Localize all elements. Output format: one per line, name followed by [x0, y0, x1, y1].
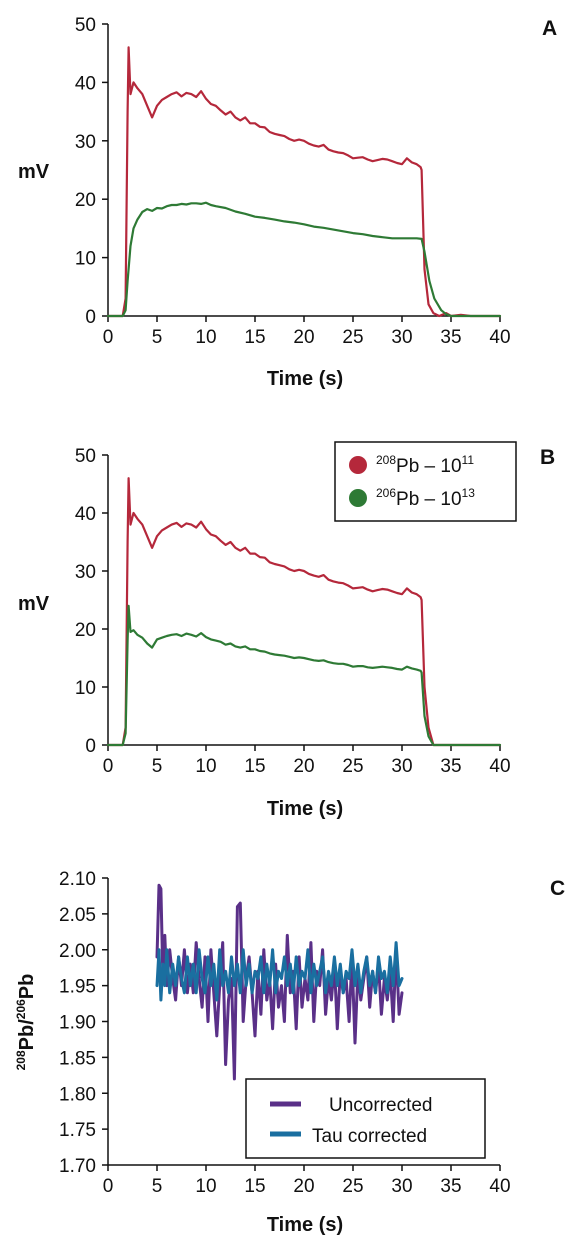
legend-pb206-mass: 206 — [376, 486, 396, 500]
y-tick-label: 20 — [75, 620, 96, 641]
y-tick-label: 40 — [75, 73, 96, 94]
legend-label-pb208: 208Pb – 1011 — [376, 453, 474, 477]
panel-a-letter: A — [542, 17, 557, 40]
x-tick-label: 25 — [342, 1176, 363, 1197]
y-tick-label: 2.00 — [59, 941, 96, 962]
x-tick-label: 35 — [440, 327, 461, 348]
panel-a: A mV Time (s) 0 5 10 15 20 25 30 35 40 0 10 20 30 40 5… — [18, 15, 557, 390]
x-tick-label: 40 — [489, 756, 510, 777]
x-tick-label: 0 — [103, 327, 114, 348]
x-tick-label: 30 — [391, 1176, 412, 1197]
panel-b-axes: 0 5 10 15 20 25 30 35 40 0 10 20 30 40 50 — [75, 446, 511, 777]
legend-pb208-element: Pb – 10 — [396, 456, 462, 477]
series-line-pb206 — [106, 201, 502, 318]
panel-a-series — [106, 46, 502, 318]
x-tick-label: 15 — [244, 327, 265, 348]
x-tick-label: 30 — [391, 756, 412, 777]
panel-b-letter: B — [540, 446, 555, 469]
panel-a-ylabel: mV — [18, 161, 50, 183]
panel-c-series — [155, 883, 404, 1081]
y-tick-label: 1.90 — [59, 1013, 96, 1034]
y-tick-label: 30 — [75, 132, 96, 153]
panel-b-legend: 208Pb – 1011 206Pb – 1013 — [334, 441, 517, 522]
panel-b-series — [106, 477, 502, 747]
series-line-pb208 — [106, 46, 502, 318]
y-tick-label: 0 — [85, 307, 96, 328]
y-tick-label: 40 — [75, 504, 96, 525]
y-tick-label: 1.75 — [59, 1120, 96, 1141]
y-tick-label: 10 — [75, 249, 96, 270]
y-tick-label: 1.85 — [59, 1048, 96, 1069]
legend-label-uncorrected: Uncorrected — [329, 1095, 433, 1116]
x-tick-label: 0 — [103, 756, 114, 777]
series-line-tau_corrected — [155, 941, 404, 1002]
x-tick-label: 5 — [152, 756, 163, 777]
x-tick-label: 30 — [391, 327, 412, 348]
x-tick-label: 10 — [195, 756, 216, 777]
panel-c: C 208Pb/206Pb Time (s) 0 5 10 15 20 25 30 35 40 1… — [14, 869, 565, 1236]
legend-pb206-element: Pb – 10 — [396, 489, 462, 510]
x-tick-label: 10 — [195, 327, 216, 348]
panel-b-legend-box — [334, 441, 517, 522]
y-tick-label: 50 — [75, 15, 96, 36]
legend-pb208-mass: 208 — [376, 453, 396, 467]
y-tick-label: 1.80 — [59, 1084, 96, 1105]
x-tick-label: 40 — [489, 1176, 510, 1197]
panel-c-ylabel-sup2: 206 — [14, 999, 28, 1019]
x-tick-label: 15 — [244, 756, 265, 777]
panel-b-xlabel: Time (s) — [267, 798, 343, 820]
x-tick-label: 40 — [489, 327, 510, 348]
panel-c-xlabel: Time (s) — [267, 1214, 343, 1236]
x-tick-label: 5 — [152, 1176, 163, 1197]
x-tick-label: 25 — [342, 756, 363, 777]
panel-c-axes: 0 5 10 15 20 25 30 35 40 1.70 1.75 1.80 1.85 1.90 1.95… — [59, 869, 511, 1197]
panel-c-legend-box — [245, 1078, 486, 1159]
x-tick-label: 20 — [293, 756, 314, 777]
legend-marker-pb206 — [349, 489, 367, 507]
y-tick-label: 1.70 — [59, 1156, 96, 1177]
x-tick-label: 0 — [103, 1176, 114, 1197]
x-tick-label: 20 — [293, 1176, 314, 1197]
panel-a-axes: 0 5 10 15 20 25 30 35 40 0 10 20 30 40 50 — [75, 15, 511, 348]
x-tick-label: 15 — [244, 1176, 265, 1197]
legend-pb208-exp: 11 — [462, 453, 475, 467]
x-tick-label: 25 — [342, 327, 363, 348]
panel-a-xlabel: Time (s) — [267, 368, 343, 390]
y-tick-label: 50 — [75, 446, 96, 467]
panel-c-ylabel-end: Pb — [16, 974, 38, 1000]
panel-c-letter: C — [550, 877, 565, 900]
legend-pb206-exp: 13 — [462, 486, 476, 500]
x-tick-label: 35 — [440, 1176, 461, 1197]
y-tick-label: 30 — [75, 562, 96, 583]
legend-label-pb206: 206Pb – 1013 — [376, 486, 475, 510]
x-tick-label: 5 — [152, 327, 163, 348]
panel-c-legend: Uncorrected Tau corrected — [245, 1078, 486, 1159]
y-tick-label: 2.05 — [59, 905, 96, 926]
y-tick-label: 1.95 — [59, 977, 96, 998]
y-tick-label: 20 — [75, 190, 96, 211]
panel-c-ylabel-sup1: 208 — [14, 1050, 28, 1070]
series-line-pb208 — [106, 477, 502, 747]
panel-c-ylabel-mid: Pb/ — [16, 1019, 38, 1051]
panel-b-ylabel: mV — [18, 593, 50, 615]
x-tick-label: 35 — [440, 756, 461, 777]
x-tick-label: 20 — [293, 327, 314, 348]
legend-marker-pb208 — [349, 456, 367, 474]
y-tick-label: 0 — [85, 736, 96, 757]
panel-c-ylabel: 208Pb/206Pb — [14, 974, 38, 1071]
x-tick-label: 10 — [195, 1176, 216, 1197]
legend-label-tau-corrected: Tau corrected — [312, 1126, 427, 1147]
panel-b: B mV Time (s) 0 5 10 15 20 25 30 35 40 0 10 20 30 40 5… — [18, 441, 555, 820]
y-tick-label: 10 — [75, 678, 96, 699]
y-tick-label: 2.10 — [59, 869, 96, 890]
series-line-pb206 — [106, 604, 502, 747]
